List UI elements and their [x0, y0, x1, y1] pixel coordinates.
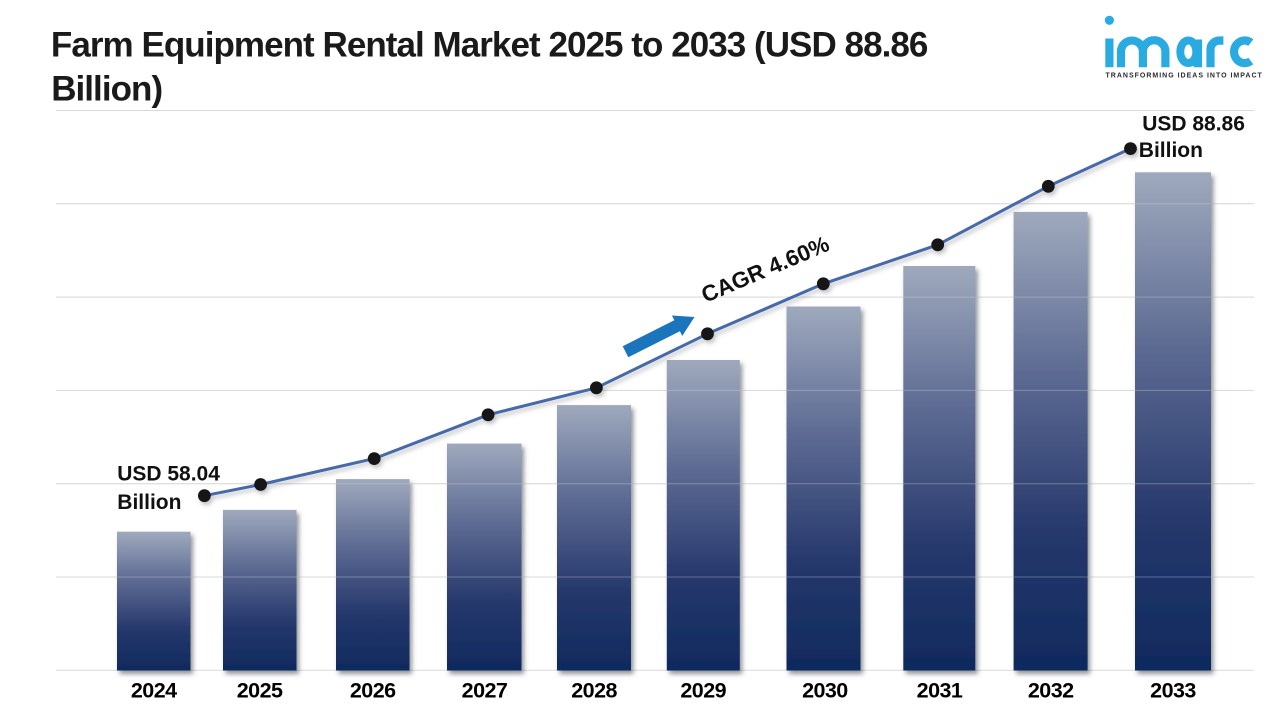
svg-text:2026: 2026: [350, 679, 396, 703]
svg-text:2025: 2025: [237, 679, 283, 703]
svg-text:2024: 2024: [131, 679, 177, 703]
svg-text:2031: 2031: [917, 679, 963, 703]
svg-text:TRANSFORMING IDEAS INTO IMPACT: TRANSFORMING IDEAS INTO IMPACT: [1106, 73, 1263, 80]
svg-text:Billion): Billion): [51, 70, 162, 109]
svg-text:2030: 2030: [802, 679, 848, 703]
svg-text:2032: 2032: [1028, 679, 1074, 703]
svg-text:2028: 2028: [571, 679, 617, 703]
svg-text:2033: 2033: [1150, 679, 1196, 703]
svg-text:2027: 2027: [462, 679, 508, 703]
svg-text:USD 88.86: USD 88.86: [1142, 112, 1245, 135]
svg-text:Billion: Billion: [117, 491, 181, 514]
svg-text:Farm Equipment Rental Market 2: Farm Equipment Rental Market 2025 to 203…: [51, 26, 928, 65]
svg-text:USD 58.04: USD 58.04: [117, 463, 220, 486]
svg-text:Billion: Billion: [1139, 139, 1203, 162]
svg-text:2029: 2029: [680, 679, 726, 703]
